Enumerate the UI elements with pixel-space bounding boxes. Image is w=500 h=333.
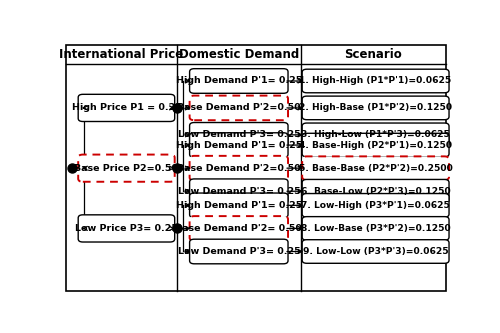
Text: 8. Low-Base (P3*P'2)=0.1250: 8. Low-Base (P3*P'2)=0.1250 bbox=[300, 224, 450, 233]
Text: Low Demand P'3= 0.25: Low Demand P'3= 0.25 bbox=[178, 187, 300, 196]
Text: 9. Low-Low (P3*P'3)=0.0625: 9. Low-Low (P3*P'3)=0.0625 bbox=[303, 247, 448, 256]
FancyBboxPatch shape bbox=[302, 240, 449, 263]
Text: High Demand P'1= 0.25: High Demand P'1= 0.25 bbox=[176, 201, 302, 210]
Text: Domestic Demand: Domestic Demand bbox=[178, 48, 299, 61]
FancyBboxPatch shape bbox=[302, 69, 449, 93]
FancyBboxPatch shape bbox=[78, 94, 174, 122]
FancyBboxPatch shape bbox=[66, 45, 446, 291]
FancyBboxPatch shape bbox=[302, 123, 449, 147]
FancyBboxPatch shape bbox=[78, 215, 174, 242]
Text: High Price P1 = 0.25: High Price P1 = 0.25 bbox=[72, 104, 182, 113]
FancyBboxPatch shape bbox=[190, 193, 288, 218]
FancyBboxPatch shape bbox=[190, 239, 288, 264]
FancyBboxPatch shape bbox=[302, 179, 449, 203]
FancyBboxPatch shape bbox=[190, 96, 288, 120]
Text: 3. High-Low (P1*P'3)=0.0625: 3. High-Low (P1*P'3)=0.0625 bbox=[301, 130, 450, 139]
FancyBboxPatch shape bbox=[190, 156, 288, 180]
FancyBboxPatch shape bbox=[190, 179, 288, 203]
Text: High Demand P'1= 0.25: High Demand P'1= 0.25 bbox=[176, 141, 302, 150]
FancyBboxPatch shape bbox=[302, 217, 449, 240]
FancyBboxPatch shape bbox=[190, 133, 288, 158]
FancyBboxPatch shape bbox=[190, 123, 288, 147]
Text: Base Demand P'2=0.50: Base Demand P'2=0.50 bbox=[177, 104, 300, 113]
FancyBboxPatch shape bbox=[302, 133, 449, 157]
Text: 5. Base-Base (P2*P'2)=0.2500: 5. Base-Base (P2*P'2)=0.2500 bbox=[298, 164, 452, 173]
Text: Low Demand P'3= 0.25: Low Demand P'3= 0.25 bbox=[178, 247, 300, 256]
Text: 6. Base-Low (P2*P'3)=0.1250: 6. Base-Low (P2*P'3)=0.1250 bbox=[300, 187, 450, 196]
FancyBboxPatch shape bbox=[302, 157, 449, 180]
FancyBboxPatch shape bbox=[302, 96, 449, 120]
Text: Base Price P2=0.50: Base Price P2=0.50 bbox=[74, 164, 178, 173]
Text: International Price: International Price bbox=[60, 48, 184, 61]
Text: Scenario: Scenario bbox=[344, 48, 403, 61]
Text: 4. Base-High (P2*P'1)=0.1250: 4. Base-High (P2*P'1)=0.1250 bbox=[299, 141, 452, 150]
FancyBboxPatch shape bbox=[78, 155, 174, 182]
Text: Base Demand P'2=0.50: Base Demand P'2=0.50 bbox=[177, 164, 300, 173]
FancyBboxPatch shape bbox=[190, 216, 288, 241]
Text: Low Price P3= 0.25: Low Price P3= 0.25 bbox=[75, 224, 178, 233]
Text: 7. Low-High (P3*P'1)=0.0625: 7. Low-High (P3*P'1)=0.0625 bbox=[301, 201, 450, 210]
Text: Base Demand P'2= 0.50: Base Demand P'2= 0.50 bbox=[176, 224, 302, 233]
Text: 1. High-High (P1*P'1)=0.0625: 1. High-High (P1*P'1)=0.0625 bbox=[300, 77, 452, 86]
FancyBboxPatch shape bbox=[302, 193, 449, 217]
FancyBboxPatch shape bbox=[190, 69, 288, 93]
Text: Low Demand P'3= 0.25: Low Demand P'3= 0.25 bbox=[178, 130, 300, 139]
Text: 2. High-Base (P1*P'2)=0.1250: 2. High-Base (P1*P'2)=0.1250 bbox=[299, 104, 452, 113]
Text: High Demand P'1= 0.25: High Demand P'1= 0.25 bbox=[176, 77, 302, 86]
